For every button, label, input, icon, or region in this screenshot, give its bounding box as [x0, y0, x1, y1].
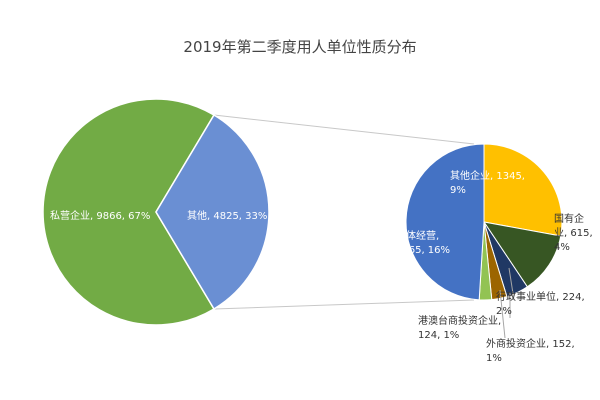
- main-slice-private: [42, 98, 216, 326]
- secondary-label-3: 外商投资企业, 152, 1%: [486, 337, 575, 364]
- secondary-pie: [405, 143, 563, 301]
- secondary-label-0: 其他企业, 1345, 9%: [450, 169, 525, 196]
- leader-lines: [499, 267, 515, 339]
- connector-lines: [213, 114, 475, 310]
- secondary-label-1: 国有企业, 615, 4%: [554, 212, 593, 253]
- secondary-slice-5: [405, 143, 485, 301]
- secondary-slice-1: [482, 221, 562, 288]
- main-pie: [42, 98, 270, 326]
- secondary-label-2: 行政事业单位, 224, 2%: [496, 290, 585, 317]
- connector-line-bottom: [213, 299, 475, 310]
- main-label-1: 其他, 4825, 33%: [187, 209, 267, 222]
- chart-title: 2019年第二季度用人单位性质分布: [183, 38, 416, 56]
- secondary-label-5: 个体经营, 2365, 16%: [396, 229, 450, 256]
- main-slice-other: [155, 113, 270, 311]
- data-labels: 私营企业, 9866, 67% 其他, 4825, 33% 其他企业, 1345, 9…: [50, 169, 593, 364]
- leader-line-2: [508, 267, 515, 301]
- leader-line-3: [499, 289, 506, 339]
- secondary-slice-0: [483, 143, 563, 237]
- secondary-label-4: 港澳台商投资企业, 124, 1%: [418, 314, 501, 341]
- main-label-0: 私营企业, 9866, 67%: [50, 209, 150, 222]
- connector-line-top: [213, 114, 475, 145]
